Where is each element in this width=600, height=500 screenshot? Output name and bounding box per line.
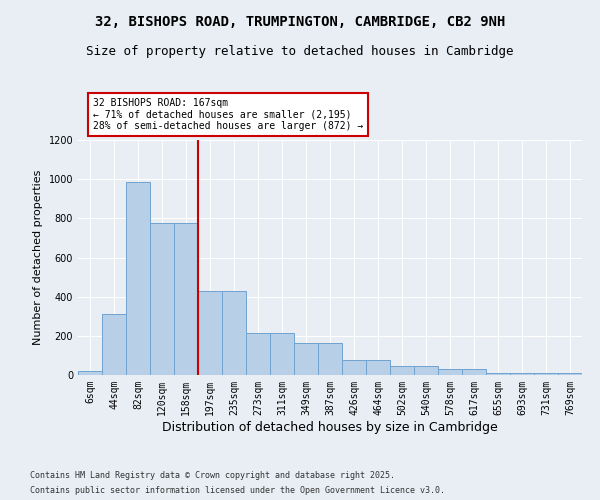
Bar (558, 374, 582, 375)
Bar (78, 370, 102, 375)
Bar (270, 333, 294, 375)
Text: Contains public sector information licensed under the Open Government Licence v3: Contains public sector information licen… (30, 486, 445, 495)
Bar (150, 223, 174, 375)
Bar (534, 374, 558, 375)
Bar (390, 366, 414, 375)
Bar (414, 366, 438, 375)
Y-axis label: Number of detached properties: Number of detached properties (33, 170, 43, 345)
Text: 32 BISHOPS ROAD: 167sqm
← 71% of detached houses are smaller (2,195)
28% of semi: 32 BISHOPS ROAD: 167sqm ← 71% of detache… (93, 98, 364, 131)
Bar (246, 333, 270, 375)
Bar (366, 360, 390, 375)
Text: 32, BISHOPS ROAD, TRUMPINGTON, CAMBRIDGE, CB2 9NH: 32, BISHOPS ROAD, TRUMPINGTON, CAMBRIDGE… (95, 15, 505, 29)
Text: Contains HM Land Registry data © Crown copyright and database right 2025.: Contains HM Land Registry data © Crown c… (30, 471, 395, 480)
Bar (102, 314, 126, 375)
Bar (462, 369, 486, 375)
Bar (510, 372, 534, 375)
Text: Size of property relative to detached houses in Cambridge: Size of property relative to detached ho… (86, 45, 514, 58)
Bar (438, 369, 462, 375)
Bar (174, 223, 198, 375)
X-axis label: Distribution of detached houses by size in Cambridge: Distribution of detached houses by size … (162, 420, 498, 434)
Bar (486, 372, 510, 375)
Bar (342, 360, 366, 375)
Bar (318, 342, 342, 375)
Bar (222, 291, 246, 375)
Bar (126, 182, 150, 375)
Bar (198, 291, 222, 375)
Bar (294, 342, 318, 375)
